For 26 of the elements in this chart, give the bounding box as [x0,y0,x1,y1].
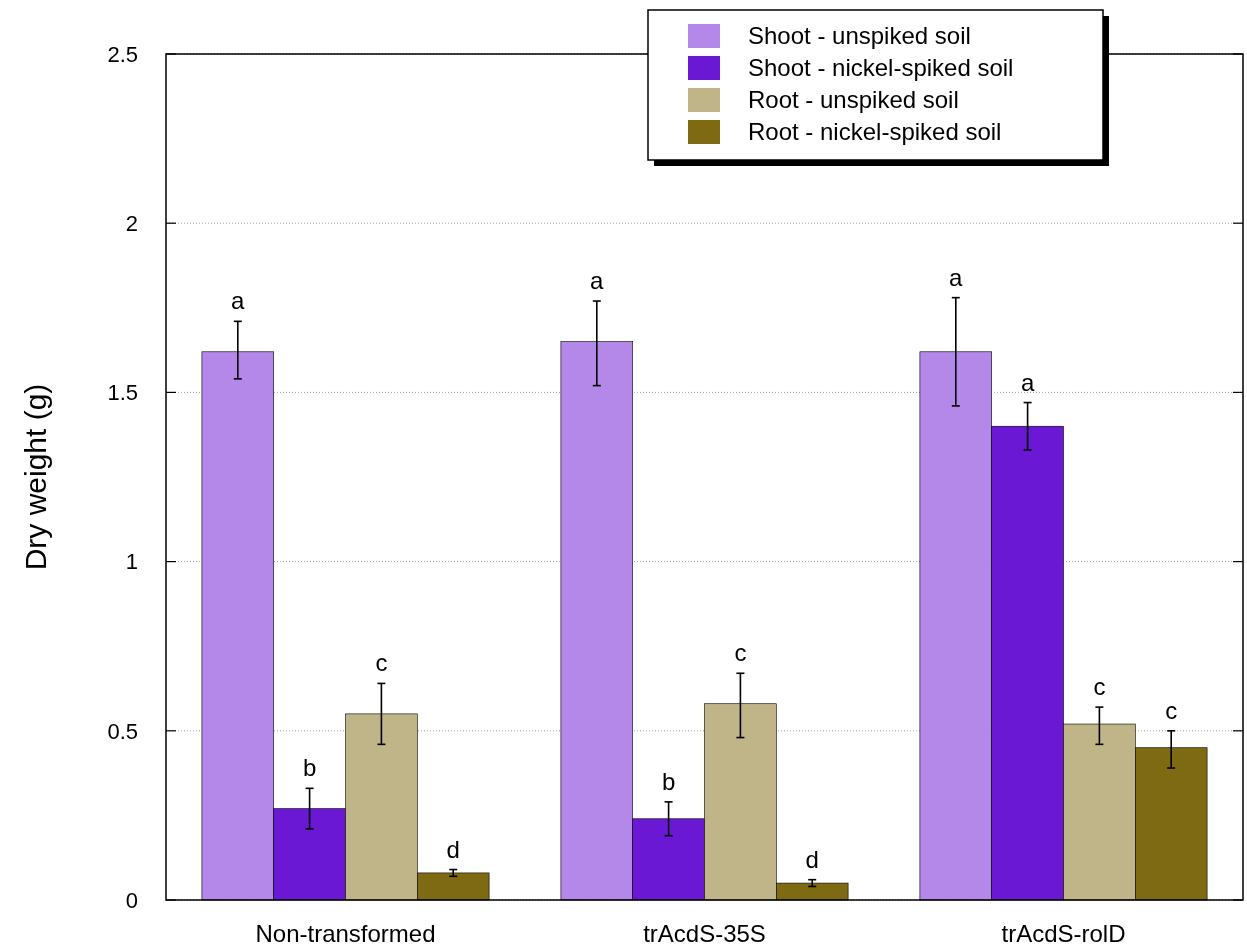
y-tick-label: 0.5 [107,718,138,744]
annotation: b [661,767,676,795]
annotation: c [375,649,388,677]
x-tick-label: Non-transformed [255,920,436,947]
y-tick-label: 1.5 [107,380,138,406]
legend-label: Shoot - nickel-spiked soil [748,54,1014,82]
annotation: d [805,845,819,873]
annotation: a [949,263,964,291]
annotation: d [446,835,460,863]
annotation: c [1165,696,1178,724]
legend-label: Root - unspiked soil [748,86,959,114]
annotation: a [590,267,605,295]
annotation: a [1020,368,1035,396]
x-tick-label: trAcdS-35S [643,920,766,947]
y-tick-label: 2 [125,210,138,236]
y-tick-label: 1 [125,549,138,575]
y-tick-label: 0 [125,887,138,913]
annotation: c [734,639,747,667]
annotation: c [1093,673,1106,701]
y-axis-title: Dry weight (g) [19,383,52,571]
legend-label: Shoot - unspiked soil [748,22,971,50]
legend-label: Root - nickel-spiked soil [748,118,1002,146]
y-tick-label: 2.5 [107,41,138,67]
x-tick-label: trAcdS-rolD [1001,920,1126,947]
annotation: a [231,287,246,315]
annotation: b [302,754,317,782]
